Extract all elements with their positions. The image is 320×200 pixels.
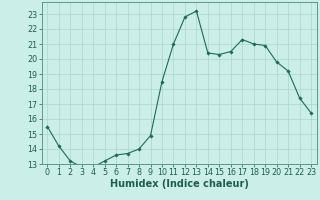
X-axis label: Humidex (Indice chaleur): Humidex (Indice chaleur) — [110, 179, 249, 189]
